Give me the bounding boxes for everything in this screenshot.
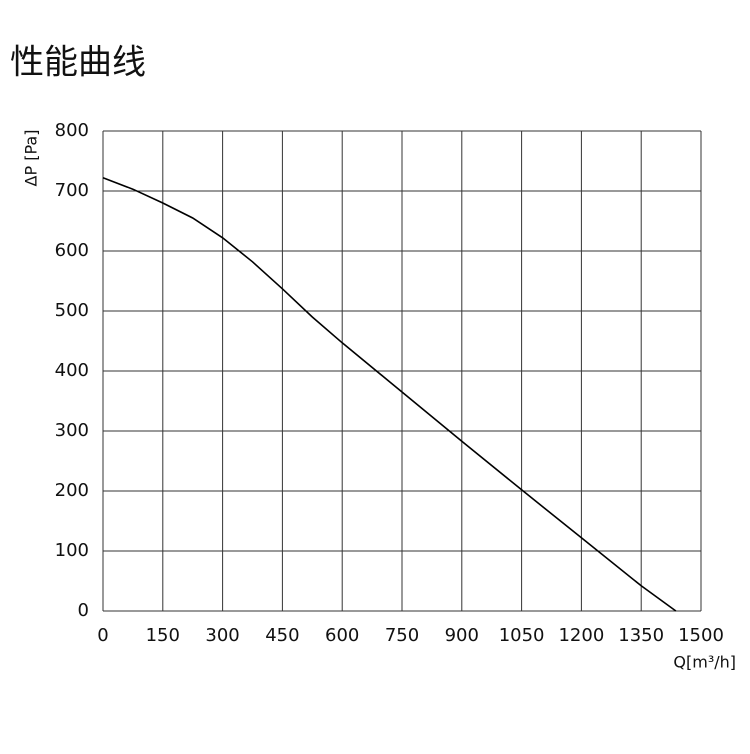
y-axis-label: ΔP [Pa] xyxy=(22,130,41,187)
x-tick-label: 1350 xyxy=(618,625,664,646)
x-tick-label: 0 xyxy=(97,625,108,646)
x-tick-label: 300 xyxy=(205,625,239,646)
y-tick-label: 200 xyxy=(55,480,89,501)
y-tick-label: 400 xyxy=(55,360,89,381)
x-tick-label: 750 xyxy=(385,625,419,646)
y-tick-label: 800 xyxy=(55,120,89,141)
x-axis-label: Q[m³/h] xyxy=(673,653,736,672)
y-tick-label: 500 xyxy=(55,300,89,321)
y-tick-label: 300 xyxy=(55,420,89,441)
x-tick-label: 150 xyxy=(146,625,180,646)
chart-title: 性能曲线 xyxy=(10,43,146,83)
y-tick-label: 0 xyxy=(78,600,89,621)
x-tick-label: 450 xyxy=(265,625,299,646)
x-tick-label: 900 xyxy=(445,625,479,646)
y-tick-label: 700 xyxy=(55,180,89,201)
x-tick-label: 1200 xyxy=(558,625,604,646)
x-tick-label: 600 xyxy=(325,625,359,646)
data-line xyxy=(102,177,677,612)
y-tick-label: 600 xyxy=(55,240,89,261)
y-tick-label: 100 xyxy=(55,540,89,561)
x-tick-label: 1500 xyxy=(678,625,724,646)
x-tick-label: 1050 xyxy=(499,625,545,646)
